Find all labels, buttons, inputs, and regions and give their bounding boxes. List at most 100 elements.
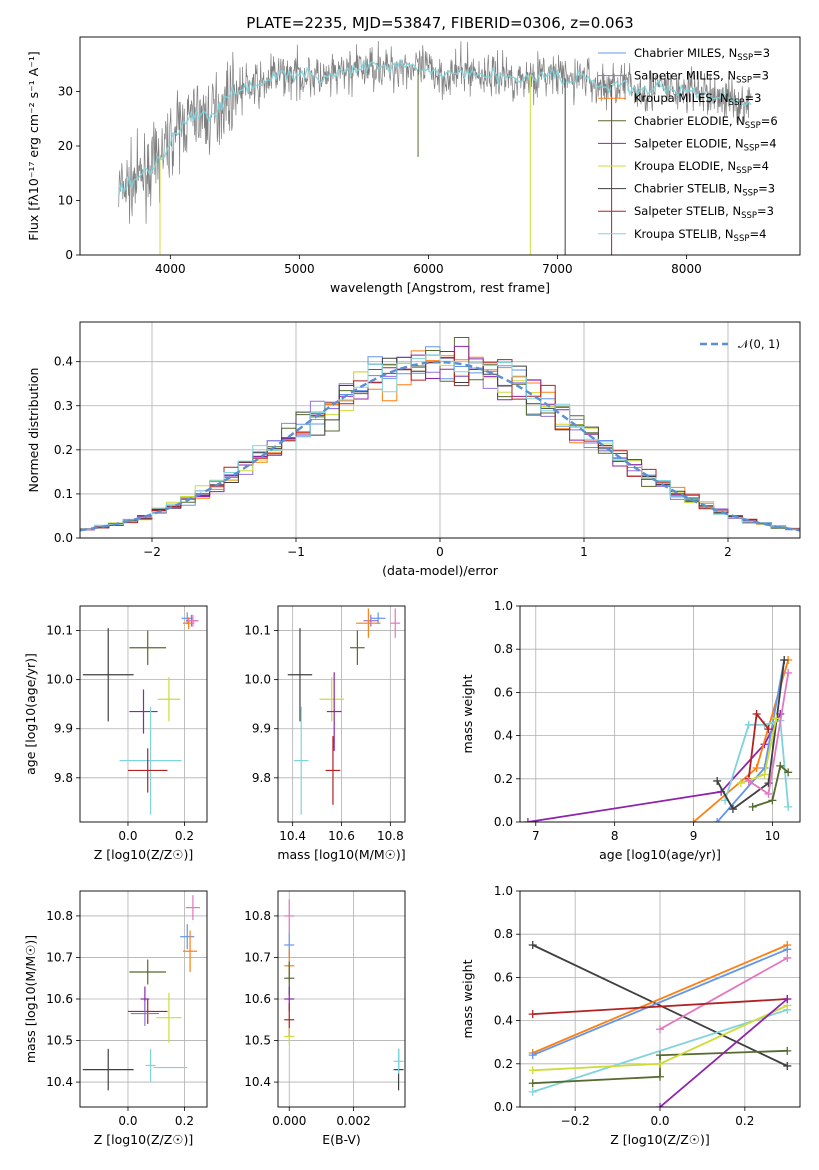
x-tick-label: 1 — [580, 545, 588, 559]
y-tick-label: 10.4 — [46, 1075, 73, 1089]
weight-marker — [764, 725, 773, 734]
panel-age_vs_mass: 10.4 10.6 10.8 9.8 9.9 10.0 10.1 mass [log10(M/… — [244, 605, 406, 862]
weight-marker — [523, 818, 532, 822]
y-tick-label: 0.0 — [54, 531, 73, 545]
weight-line — [532, 1008, 788, 1093]
x-tick-label: 8000 — [671, 262, 702, 276]
legend-label: Chabrier STELIB, NSSP=3 — [634, 182, 775, 199]
legend-eq: =3 — [757, 204, 774, 218]
y-tick-label: 20 — [58, 139, 73, 153]
legend-eq: =4 — [752, 159, 769, 173]
weight-marker — [783, 1046, 792, 1055]
legend-eq: =4 — [749, 227, 766, 241]
legend-name: Chabrier ELODIE, N — [634, 114, 745, 128]
x-tick-label: 6000 — [413, 262, 444, 276]
y-tick-label: 30 — [58, 85, 73, 99]
weight-marker — [656, 1072, 664, 1081]
legend-eq: =3 — [752, 69, 769, 83]
weight-line — [532, 998, 788, 1015]
y-tick-label: 0.2 — [494, 772, 513, 786]
y-tick-label: 0.1 — [54, 487, 73, 501]
panel-residuals: −2 −1 0 1 2 0.0 0.1 0.2 0.3 0.4 (data-model)/error… — [26, 321, 801, 578]
x-tick-label: 0 — [436, 545, 444, 559]
legend-label: Kroupa MILES, NSSP=3 — [634, 91, 761, 108]
weight-marker — [772, 714, 781, 723]
legend-sub: SSP — [736, 76, 752, 86]
y-tick-label: 0.0 — [494, 815, 513, 829]
plot-area — [80, 337, 800, 532]
panel-weight_vs_age: 7 8 9 10 0.0 0.2 0.4 0.6 0.8 1.0 age [log10(age/yr… — [460, 599, 801, 862]
weight-marker — [768, 796, 777, 805]
legend-name: Salpeter MILES, N — [634, 69, 736, 83]
x-tick-label: 10.8 — [377, 829, 404, 843]
weight-marker — [528, 941, 537, 949]
spectrum-line — [118, 40, 752, 224]
legend-name: Chabrier STELIB, N — [634, 182, 742, 196]
legend-name: Salpeter ELODIE, N — [634, 136, 744, 150]
legend-label: Kroupa ELODIE, NSSP=4 — [634, 159, 769, 176]
y-tick-label: 10.6 — [46, 992, 73, 1006]
legend-sub: SSP — [741, 211, 757, 221]
model-line — [117, 58, 752, 196]
chart-title: PLATE=2235, MJD=53847, FIBERID=0306, z=0… — [246, 14, 633, 32]
y-tick-label: 10.5 — [244, 1034, 271, 1048]
hist-step — [80, 354, 800, 530]
y-tick-label: 0.3 — [54, 399, 73, 413]
weight-marker — [744, 720, 753, 729]
y-tick-label: 9.8 — [54, 771, 73, 785]
weight-line — [532, 944, 788, 1067]
y-tick-label: 10.8 — [46, 909, 73, 923]
weight-marker — [528, 1066, 537, 1075]
weight-marker — [783, 1061, 792, 1070]
panel-age_vs_z: 0.0 0.2 9.8 9.9 10.0 10.1 Z [log10(Z/Z☉)] age [… — [23, 605, 208, 862]
legend-eq: =4 — [760, 136, 777, 150]
weight-marker — [713, 776, 722, 785]
y-tick-label: 10.4 — [244, 1075, 271, 1089]
weight-marker — [744, 776, 753, 785]
weight-marker — [760, 770, 769, 779]
weight-line — [527, 713, 782, 822]
legend-name: Kroupa STELIB, N — [634, 227, 734, 241]
x-tick-label: −1 — [287, 545, 305, 559]
weight-line — [752, 764, 789, 808]
x-tick-label: 2 — [724, 545, 732, 559]
legend-sub: SSP — [744, 143, 760, 153]
x-tick-label: −2 — [143, 545, 161, 559]
y-tick-label: 10.1 — [244, 624, 271, 638]
y-tick-label: 9.8 — [252, 771, 271, 785]
x-tick-label: 0.2 — [175, 1114, 194, 1128]
legend-label: Kroupa STELIB, NSSP=4 — [634, 227, 766, 244]
axes-frame — [277, 890, 406, 1108]
x-axis-label: (data-model)/error — [382, 563, 499, 578]
plot-area — [117, 40, 752, 255]
weight-marker — [713, 818, 722, 822]
y-tick-label: 10.7 — [244, 950, 271, 964]
weight-marker — [656, 1051, 664, 1060]
legend-eq: =6 — [761, 114, 778, 128]
y-tick-label: 1.0 — [494, 599, 513, 613]
axes-frame — [79, 890, 208, 1108]
x-tick-label: 0.002 — [336, 1114, 370, 1128]
x-axis-label: Z [log10(Z/Z☉)] — [94, 847, 194, 862]
weight-line — [659, 998, 788, 1107]
weight-marker — [728, 805, 737, 814]
weight-marker — [752, 764, 761, 772]
weight-marker — [656, 1103, 664, 1107]
x-axis-label: mass [log10(M/M☉)] — [277, 847, 405, 862]
y-tick-label: 0.4 — [494, 729, 513, 743]
y-tick-label: 0.4 — [494, 1014, 513, 1028]
legend-sub: SSP — [737, 53, 753, 63]
y-axis-label: Normed distribution — [26, 368, 41, 493]
x-tick-label: 10 — [765, 829, 780, 843]
weight-marker — [656, 1059, 664, 1068]
y-tick-label: 0.2 — [54, 443, 73, 457]
x-tick-label: 8 — [611, 829, 619, 843]
x-tick-label: 5000 — [284, 262, 315, 276]
weight-marker — [784, 802, 793, 811]
legend-name: Kroupa ELODIE, N — [634, 159, 736, 173]
weight-line — [532, 948, 788, 1057]
legend-sub: SSP — [736, 166, 752, 176]
y-axis-label: mass weight — [460, 959, 475, 1038]
weight-marker — [528, 1087, 537, 1096]
